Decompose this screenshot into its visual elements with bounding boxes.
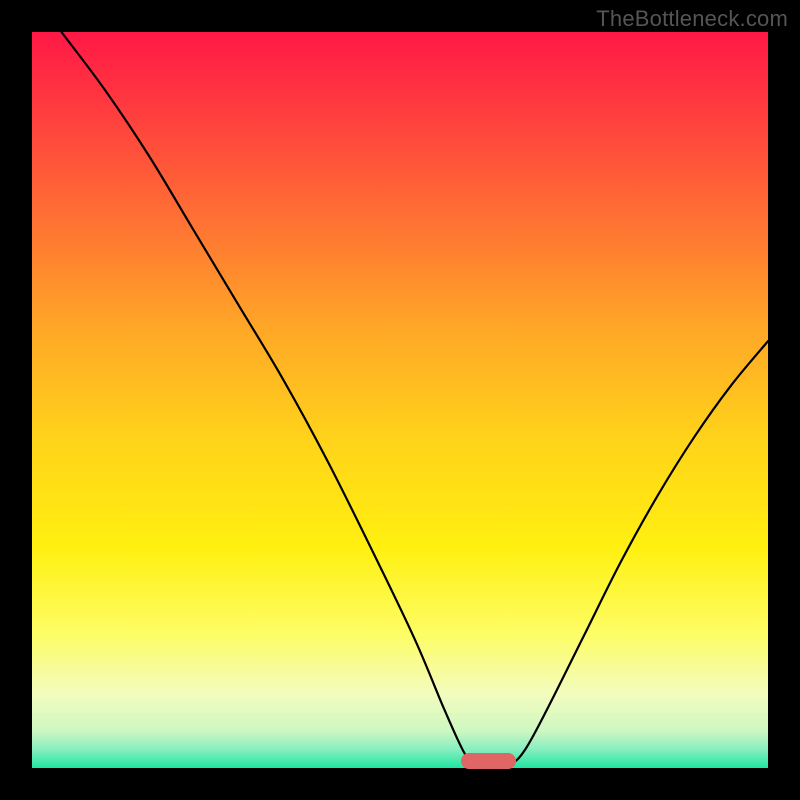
watermark-text: TheBottleneck.com	[596, 6, 788, 32]
plot-frame	[0, 0, 800, 800]
chart-container: TheBottleneck.com	[0, 0, 800, 800]
optimal-marker	[461, 753, 516, 769]
gradient-background	[32, 32, 768, 768]
